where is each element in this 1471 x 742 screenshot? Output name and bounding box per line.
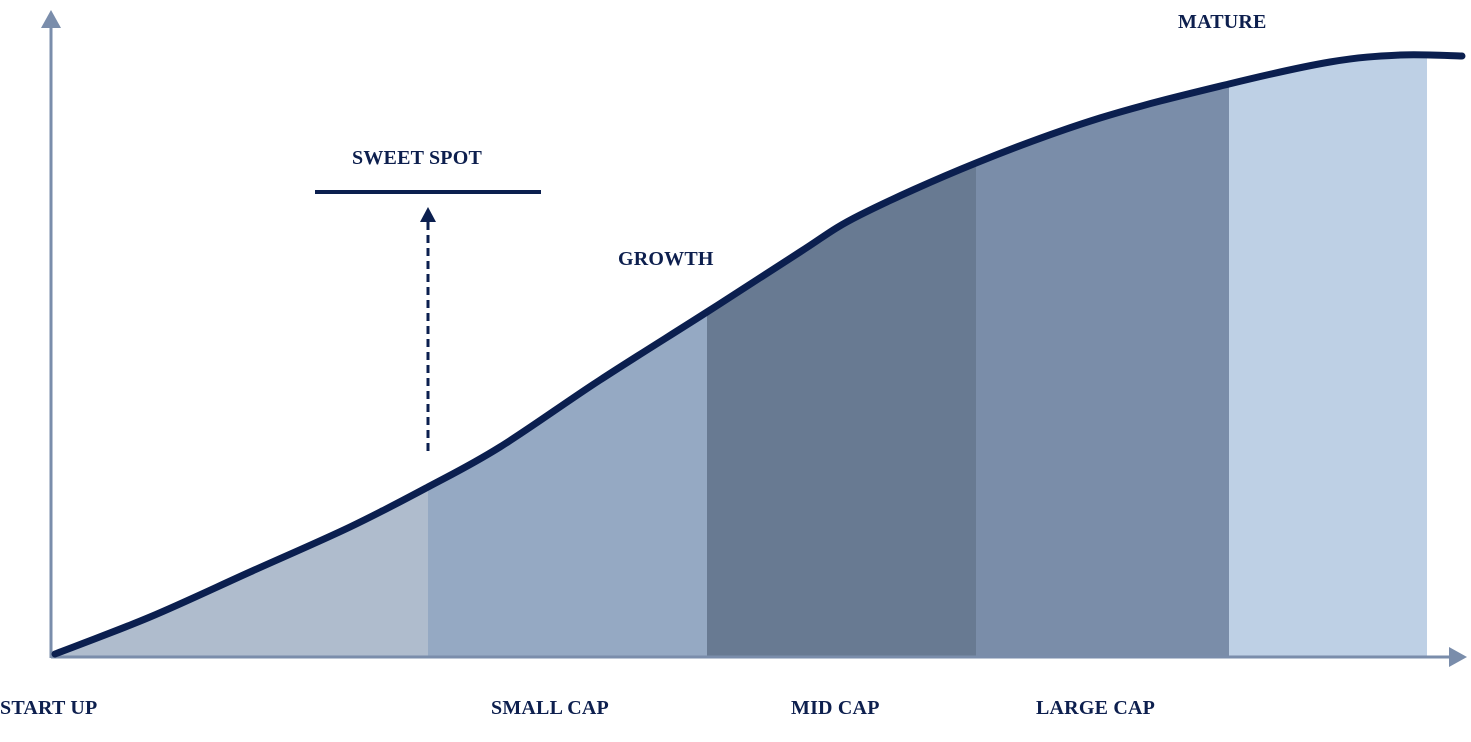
start-up-label: START UP xyxy=(0,697,98,719)
y-axis-arrow-icon xyxy=(41,10,61,28)
sweet-spot-label: SWEET SPOT xyxy=(352,147,483,169)
band-large-cap xyxy=(976,54,1229,658)
band-small-cap xyxy=(428,54,707,658)
mature-label: MATURE xyxy=(1178,11,1267,33)
band-mid-cap xyxy=(707,54,976,658)
mid-cap-label: MID CAP xyxy=(791,697,880,719)
growth-curve xyxy=(51,51,1466,658)
arrow-up-icon xyxy=(420,207,436,222)
x-axis-arrow-icon xyxy=(1449,647,1467,667)
large-cap-label: LARGE CAP xyxy=(1036,697,1156,719)
small-cap-label: SMALL CAP xyxy=(491,697,609,719)
stage-bands xyxy=(55,54,1427,658)
growth-label: GROWTH xyxy=(618,248,714,270)
band-mature xyxy=(1229,54,1427,658)
band-start-up xyxy=(55,54,428,658)
